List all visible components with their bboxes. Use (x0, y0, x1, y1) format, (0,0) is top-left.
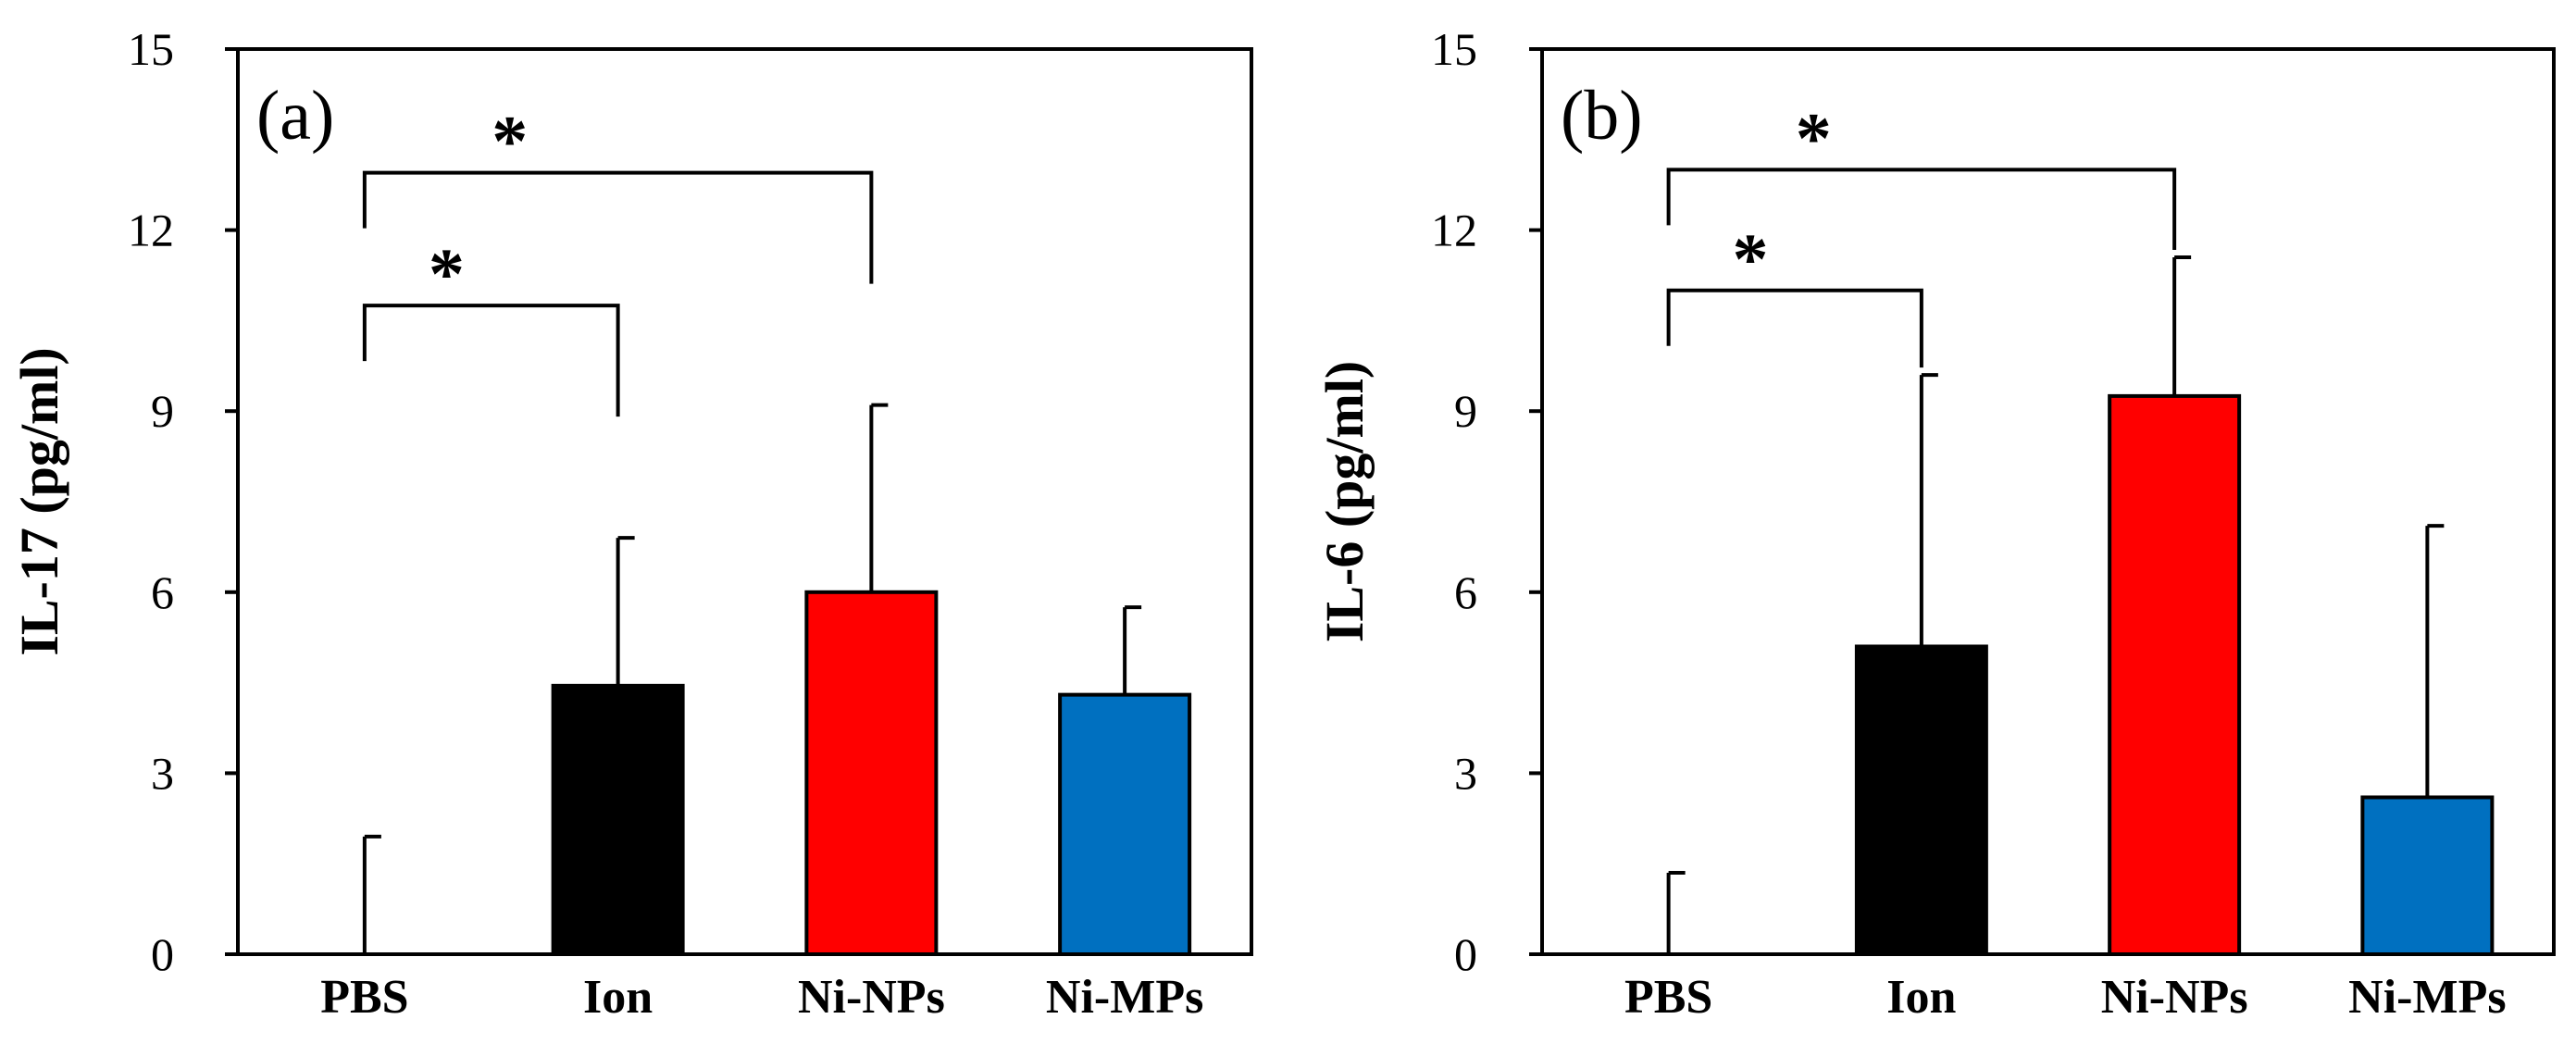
x-tick-label: Ni-MPs (2348, 971, 2506, 1024)
x-tick-label: PBS (320, 971, 408, 1024)
y-tick-label: 9 (1454, 385, 1477, 437)
panel-label: (a) (256, 77, 334, 155)
x-tick-label: Ni-NPs (2101, 971, 2248, 1024)
bar-ni-mps (1058, 692, 1192, 956)
y-tick-label: 6 (151, 566, 174, 618)
x-tick-label: Ni-NPs (798, 971, 945, 1024)
y-tick-label: 15 (128, 23, 174, 75)
significance-bracket (362, 304, 620, 417)
y-axis-label: IL-17 (pg/ml) (9, 347, 69, 656)
panel-a: 0 3 6 9 12 15 IL-17 (pg/ml) (a) PBS Ion Ni-NPs Ni-M… (9, 23, 1253, 1024)
bar-ni-nps (2108, 393, 2242, 956)
y-tick-label: 3 (1454, 747, 1477, 799)
significance-bracket (1666, 168, 2177, 250)
x-tick-label: PBS (1624, 971, 1712, 1024)
significance-star: * (429, 233, 465, 314)
y-tick-label: 12 (1431, 205, 1477, 256)
panel-b: 0 3 6 9 12 15 IL-6 (pg/ml) (b) PBS Ion Ni-NPs Ni-MP… (1314, 23, 2556, 1024)
plot-frame (1540, 47, 2556, 956)
significance-star: * (1796, 97, 1832, 178)
y-tick-label: 12 (128, 205, 174, 256)
x-tick-label: Ni-MPs (1046, 971, 1203, 1024)
bar-ion (1854, 644, 1988, 956)
significance-bracket (362, 170, 874, 284)
x-tick-label: Ion (1886, 971, 1956, 1024)
significance-star: * (1732, 218, 1768, 299)
y-tick-label: 0 (1454, 928, 1477, 980)
panel-label: (b) (1561, 77, 1643, 155)
y-tick-label: 6 (1454, 566, 1477, 618)
y-tick-label: 9 (151, 385, 174, 437)
y-tick-label: 0 (151, 928, 174, 980)
bar-ni-mps (2360, 795, 2495, 956)
significance-star: * (492, 101, 528, 181)
y-tick-label: 3 (151, 747, 174, 799)
bar-ion (551, 683, 685, 956)
plot-frame (236, 47, 1253, 956)
x-tick-label: Ion (583, 971, 653, 1024)
y-tick-label: 15 (1431, 23, 1477, 75)
bar-ni-nps (804, 590, 939, 956)
y-axis-label: IL-6 (pg/ml) (1314, 361, 1375, 643)
significance-bracket (1666, 288, 1923, 368)
